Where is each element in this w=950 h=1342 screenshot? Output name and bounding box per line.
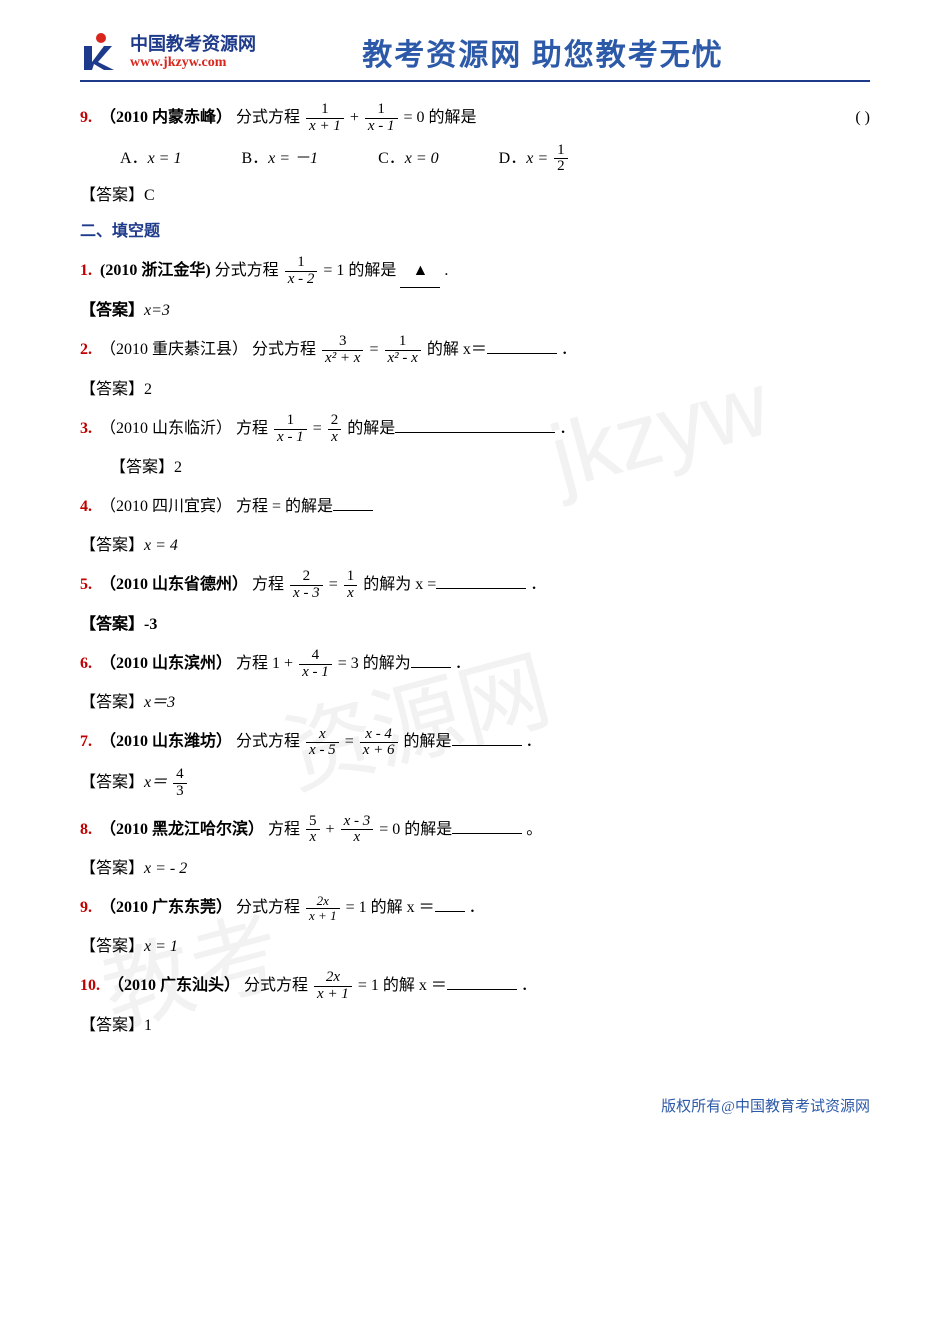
logo: 中国教考资源网 www.jkzyw.com (80, 32, 256, 74)
fb-q2: 2. （2010 重庆綦江县） 分式方程 3x² + x = 1x² - x 的… (80, 334, 870, 367)
fb-q2-answer: 【答案】2 (80, 375, 870, 399)
fb-q3: 3. （2010 山东临沂） 方程 1x - 1 = 2x 的解是 ． (80, 413, 870, 446)
option-b: B．x = －1 (241, 143, 318, 176)
fb-q7: 7. （2010 山东潍坊） 分式方程 xx - 5 = x - 4x + 6 … (80, 726, 870, 759)
fraction: 1 x + 1 (306, 102, 344, 135)
fb-q6-answer: 【答案】x＝3 (80, 688, 870, 712)
fb-q3-answer: 【答案】2 (110, 453, 870, 477)
blank (436, 572, 526, 589)
page-header: 中国教考资源网 www.jkzyw.com 教考资源网 助您教考无忧 (80, 30, 870, 82)
source: （2010 内蒙赤峰） (100, 109, 232, 126)
option-a: A．x = 1 (120, 143, 181, 176)
blank (487, 337, 557, 354)
footer-copyright: 版权所有@中国教育考试资源网 (80, 1095, 870, 1116)
blank-triangle: ▲ (400, 255, 440, 288)
paren-blank: ( ) (855, 102, 870, 134)
option-d: D．x = 12 (499, 143, 570, 176)
fraction: 1 x - 1 (365, 102, 398, 135)
fb-q4-answer: 【答案】x = 4 (80, 531, 870, 555)
logo-cn-text: 中国教考资源网 (130, 35, 256, 55)
mc-q9: 9. （2010 内蒙赤峰） 分式方程 1 x + 1 + 1 x - 1 = … (80, 102, 870, 135)
header-title: 教考资源网 助您教考无忧 (256, 30, 870, 74)
stem: 分式方程 (236, 109, 300, 126)
blank (447, 973, 517, 990)
fb-q8: 8. （2010 黑龙江哈尔滨） 方程 5x + x - 3x = 0 的解是 … (80, 814, 870, 847)
fb-q5: 5. （2010 山东省德州） 方程 2x - 3 = 1x 的解为 x = ． (80, 569, 870, 602)
fb-q9: 9. （2010 广东东莞） 分式方程 2xx + 1 = 1 的解 x ＝ ． (80, 892, 870, 924)
blank (333, 494, 373, 511)
fb-q1-answer: 【答案】x=3 (80, 296, 870, 320)
blank (452, 817, 522, 834)
fb-q8-answer: 【答案】x = - 2 (80, 854, 870, 878)
fb-q1: 1. (2010 浙江金华) 分式方程 1x - 2 = 1 的解是 ▲ . (80, 255, 870, 288)
fb-q10-answer: 【答案】1 (80, 1011, 870, 1035)
blank (411, 651, 451, 668)
blank (452, 729, 522, 746)
blank (435, 895, 465, 912)
fb-q6: 6. （2010 山东滨州） 方程 1 + 4x - 1 = 3 的解为 ． (80, 648, 870, 681)
logo-icon (80, 32, 122, 74)
mc-q9-answer: 【答案】C (80, 181, 870, 205)
fb-q9-answer: 【答案】x = 1 (80, 932, 870, 956)
blank (395, 416, 555, 433)
option-c: C．x = 0 (378, 143, 439, 176)
section-fill-blank: 二、填空题 (80, 217, 870, 241)
mc-q9-options: A．x = 1 B．x = －1 C．x = 0 D．x = 12 (120, 143, 870, 176)
qnum: 9. (80, 109, 92, 126)
fb-q5-answer: 【答案】-3 (80, 610, 870, 634)
fb-q4: 4. （2010 四川宜宾） 方程 = 的解是 (80, 491, 870, 523)
fb-q7-answer: 【答案】x＝ 43 (80, 767, 870, 800)
logo-url-text: www.jkzyw.com (130, 55, 256, 70)
fb-q10: 10. （2010 广东汕头） 分式方程 2xx + 1 = 1 的解 x ＝ … (80, 970, 870, 1003)
